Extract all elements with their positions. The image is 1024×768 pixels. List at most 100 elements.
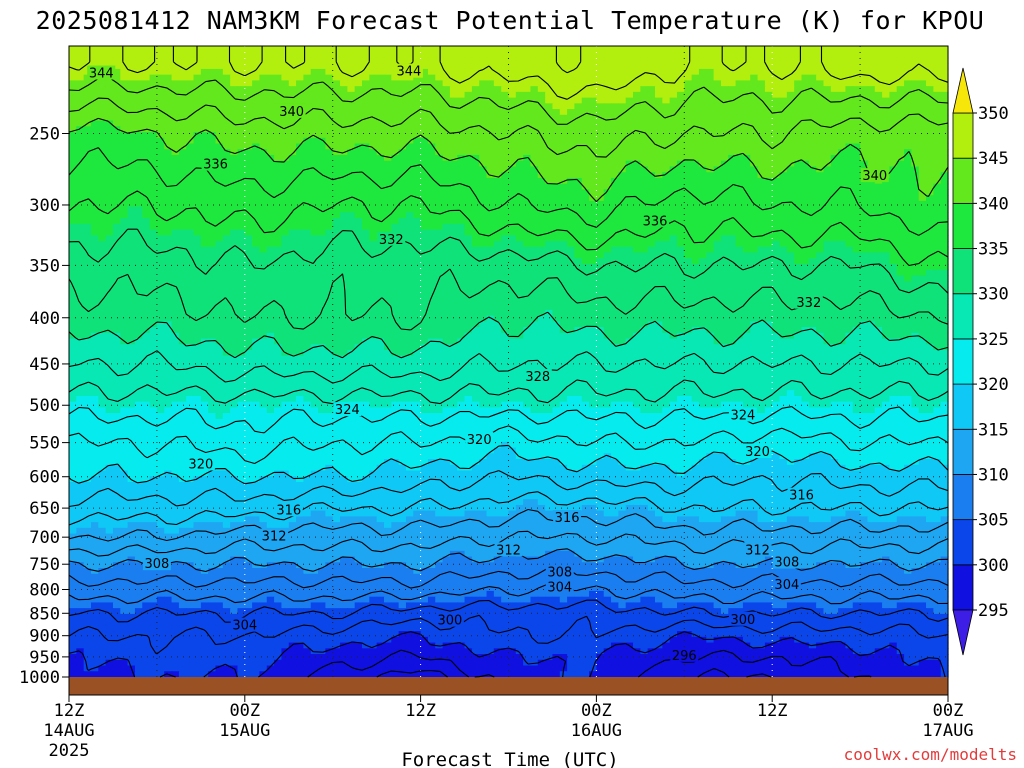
field-cell [676,275,685,282]
field-cell [208,149,217,156]
field-cell [471,263,480,271]
field-cell [728,109,737,116]
field-cell [171,269,180,277]
field-cell [193,97,202,104]
field-cell [281,63,290,70]
field-cell [559,200,568,208]
field-cell [318,189,326,196]
field-cell [552,103,561,110]
field-cell [764,183,773,191]
field-cell [940,109,949,116]
field-cell [889,166,898,173]
field-cell [838,132,847,139]
field-cell [186,63,195,70]
field-cell [596,172,605,179]
field-cell [896,263,905,271]
field-cell [764,166,773,173]
field-cell [244,97,253,104]
field-cell [193,189,202,196]
field-cell [940,200,949,208]
field-cell [662,160,671,168]
field-cell [676,189,685,196]
field-cell [552,258,561,265]
field-cell [757,114,766,122]
field-cell [259,183,268,191]
field-cell [904,206,912,213]
field-cell [398,223,407,231]
field-cell [581,269,590,277]
field-cell [296,172,304,179]
field-cell [230,137,239,145]
field-cell [76,195,85,202]
field-cell [435,246,444,254]
field-cell [90,195,99,202]
field-cell [867,114,876,122]
field-cell [691,206,700,213]
field-cell [244,241,253,248]
field-cell [874,57,883,64]
field-cell [852,223,861,231]
field-cell [728,154,737,162]
field-cell [684,126,693,133]
field-cell [186,258,195,265]
field-cell [545,63,554,70]
field-cell [413,252,422,259]
field-cell [362,281,370,288]
field-cell [830,223,839,231]
field-cell [449,57,458,64]
field-cell [852,252,861,259]
field-cell [603,252,612,259]
field-cell [552,86,561,93]
field-cell [376,246,385,254]
field-cell [735,212,744,219]
field-cell [486,132,495,139]
field-cell [449,86,458,93]
field-cell [230,46,239,53]
field-cell [362,177,370,185]
field-cell [669,258,678,265]
field-cell [515,137,524,145]
field-cell [493,275,502,282]
field-cell [164,229,173,236]
field-cell [640,229,649,236]
field-cell [882,120,890,127]
field-cell [274,63,283,70]
field-cell [230,218,239,225]
field-cell [801,241,810,248]
field-cell [530,263,539,271]
field-cell [288,68,297,76]
field-cell [720,51,729,59]
field-cell [413,154,422,162]
field-cell [362,275,370,282]
field-cell [515,258,524,265]
field-cell [186,212,195,219]
field-cell [567,74,576,82]
field-cell [142,97,151,104]
field-cell [698,160,707,168]
field-cell [105,177,114,185]
field-cell [918,275,927,282]
field-cell [244,126,253,133]
field-cell [830,137,839,145]
field-cell [90,258,99,265]
field-cell [200,275,209,282]
field-cell [801,97,810,104]
field-cell [186,223,195,231]
field-cell [413,258,422,265]
field-cell [728,51,737,59]
field-cell [383,103,392,110]
field-cell [655,46,663,53]
field-cell [303,63,312,70]
field-cell [552,68,561,76]
field-cell [874,200,883,208]
field-cell [369,223,378,231]
field-cell [413,229,422,236]
field-cell [237,177,246,185]
field-cell [742,258,751,265]
field-cell [398,258,407,265]
field-cell [713,246,722,254]
field-cell [435,172,444,179]
field-cell [120,154,129,162]
field-cell [611,189,619,196]
field-cell [325,68,334,76]
